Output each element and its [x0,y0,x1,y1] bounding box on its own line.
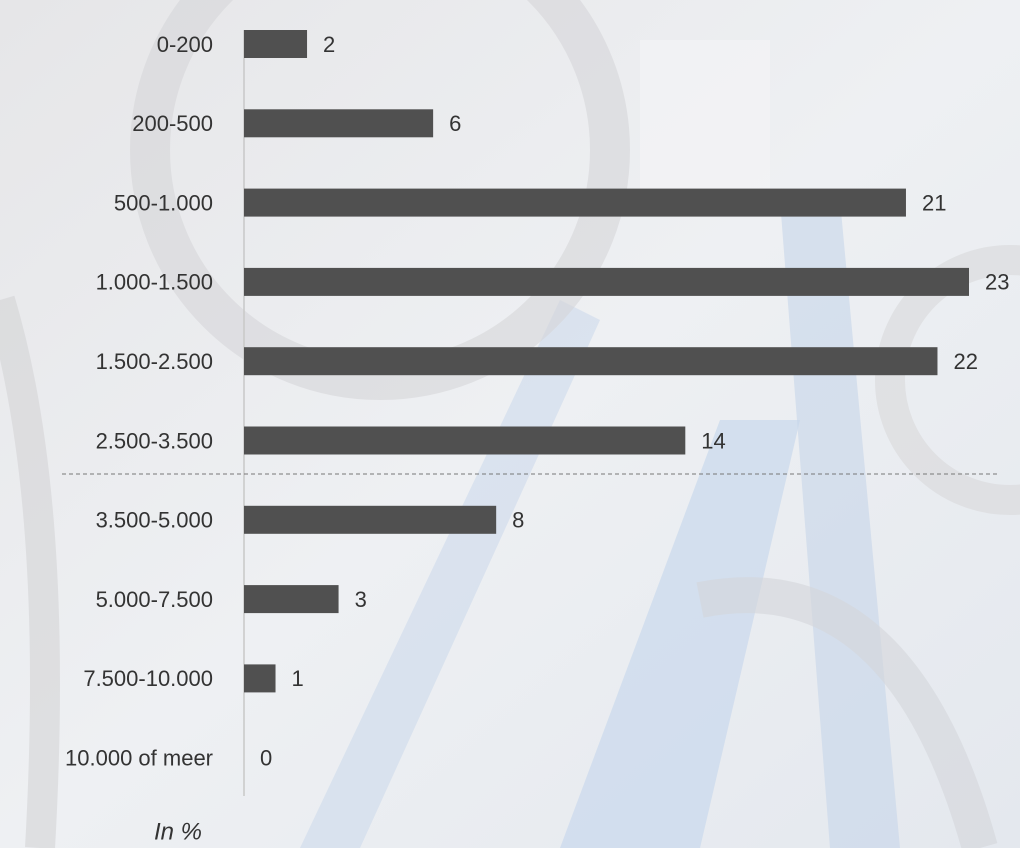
y-tick-label: 200-500 [132,111,213,136]
bar [244,664,276,693]
y-tick-label: 7.500-10.000 [83,666,213,691]
value-label: 1 [292,666,304,691]
bar [244,505,497,534]
value-label: 0 [260,746,272,771]
y-tick-label: 1.000-1.500 [96,270,213,295]
y-tick-label: 10.000 of meer [65,746,213,771]
bar [244,267,969,296]
value-label: 22 [953,349,977,374]
value-label: 3 [355,587,367,612]
bar [244,109,434,138]
y-tick-label: 500-1.000 [114,190,213,215]
value-label: 2 [323,32,335,57]
value-label: 23 [985,270,1009,295]
y-tick-label: 2.500-3.500 [96,428,213,453]
value-label: 8 [512,508,524,533]
bar [244,347,938,376]
bar [244,426,686,455]
bar [244,585,339,614]
y-tick-label: 1.500-2.500 [96,349,213,374]
y-tick-label: 3.500-5.000 [96,508,213,533]
unit-note: In % [154,818,202,845]
bar [244,188,906,217]
bar [244,30,308,58]
y-tick-label: 0-200 [157,32,213,57]
y-tick-label: 5.000-7.500 [96,587,213,612]
value-label: 14 [701,428,725,453]
value-label: 6 [449,111,461,136]
value-label: 21 [922,190,946,215]
